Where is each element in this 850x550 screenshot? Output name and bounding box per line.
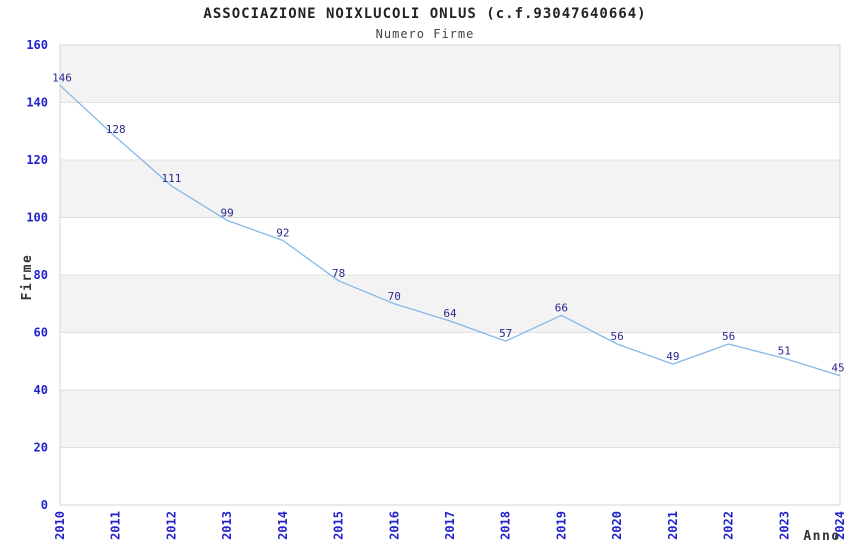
- x-tick-label: 2020: [610, 511, 624, 540]
- data-point-label: 49: [666, 350, 679, 363]
- data-point-label: 111: [161, 172, 181, 185]
- y-tick-label: 140: [26, 96, 48, 110]
- y-tick-label: 120: [26, 153, 48, 167]
- plot-band: [60, 160, 840, 218]
- y-tick-label: 100: [26, 211, 48, 225]
- data-point-label: 92: [276, 227, 289, 240]
- x-tick-label: 2014: [276, 511, 290, 540]
- x-tick-label: 2023: [777, 511, 791, 540]
- y-axis-tick-labels: 0 20 40 60 80 100 120 140 160: [26, 38, 48, 512]
- data-point-label: 56: [610, 330, 623, 343]
- data-point-label: 146: [52, 71, 72, 84]
- x-tick-label: 2018: [499, 511, 513, 540]
- data-point-label: 99: [220, 206, 233, 219]
- series-line: [59, 84, 841, 377]
- plot-bands: [60, 45, 840, 448]
- x-tick-label: 2012: [164, 511, 178, 540]
- data-labels-group: 146 128 111 99 92 78 70 64 57 66 56 49 56 51 45: [52, 71, 845, 374]
- x-tick-label: 2013: [220, 511, 234, 540]
- data-point-label: 45: [831, 362, 844, 375]
- plot-border: [59, 44, 841, 506]
- chart-subtitle: Numero Firme: [375, 27, 475, 41]
- x-axis-tick-labels: 2010 2011 2012 2013 2014 2015 2016 2017 2018 2019…: [53, 511, 847, 540]
- gridlines: [59, 44, 841, 506]
- x-tick-label: 2024: [833, 511, 847, 540]
- data-point-label: 56: [722, 330, 735, 343]
- x-tick-label: 2010: [53, 511, 67, 540]
- data-point-label: 66: [555, 301, 568, 314]
- data-point-label: 70: [388, 290, 401, 303]
- chart-title: ASSOCIAZIONE NOIXLUCOLI ONLUS (c.f.93047…: [203, 6, 647, 22]
- y-tick-label: 0: [41, 498, 48, 512]
- x-tick-label: 2022: [722, 511, 736, 540]
- y-tick-label: 40: [34, 383, 48, 397]
- series-group: [59, 84, 841, 377]
- y-tick-label: 160: [26, 38, 48, 52]
- x-tick-label: 2016: [387, 511, 401, 540]
- x-tick-label: 2017: [443, 511, 457, 540]
- plot-band: [60, 275, 840, 333]
- y-tick-label: 80: [34, 268, 48, 282]
- y-tick-label: 60: [34, 326, 48, 340]
- data-point-label: 78: [332, 267, 345, 280]
- x-tick-label: 2019: [554, 511, 568, 540]
- plot-band: [60, 390, 840, 448]
- data-point-label: 64: [443, 307, 457, 320]
- x-tick-label: 2015: [332, 511, 346, 540]
- y-axis-title: Firme: [20, 254, 35, 301]
- data-point-label: 128: [106, 123, 126, 136]
- x-axis-title: Anno: [803, 529, 840, 544]
- plot-band: [60, 45, 840, 103]
- data-point-label: 57: [499, 327, 512, 340]
- x-tick-label: 2021: [666, 511, 680, 540]
- y-tick-label: 20: [34, 441, 48, 455]
- x-tick-label: 2011: [109, 511, 123, 540]
- data-point-label: 51: [778, 344, 791, 357]
